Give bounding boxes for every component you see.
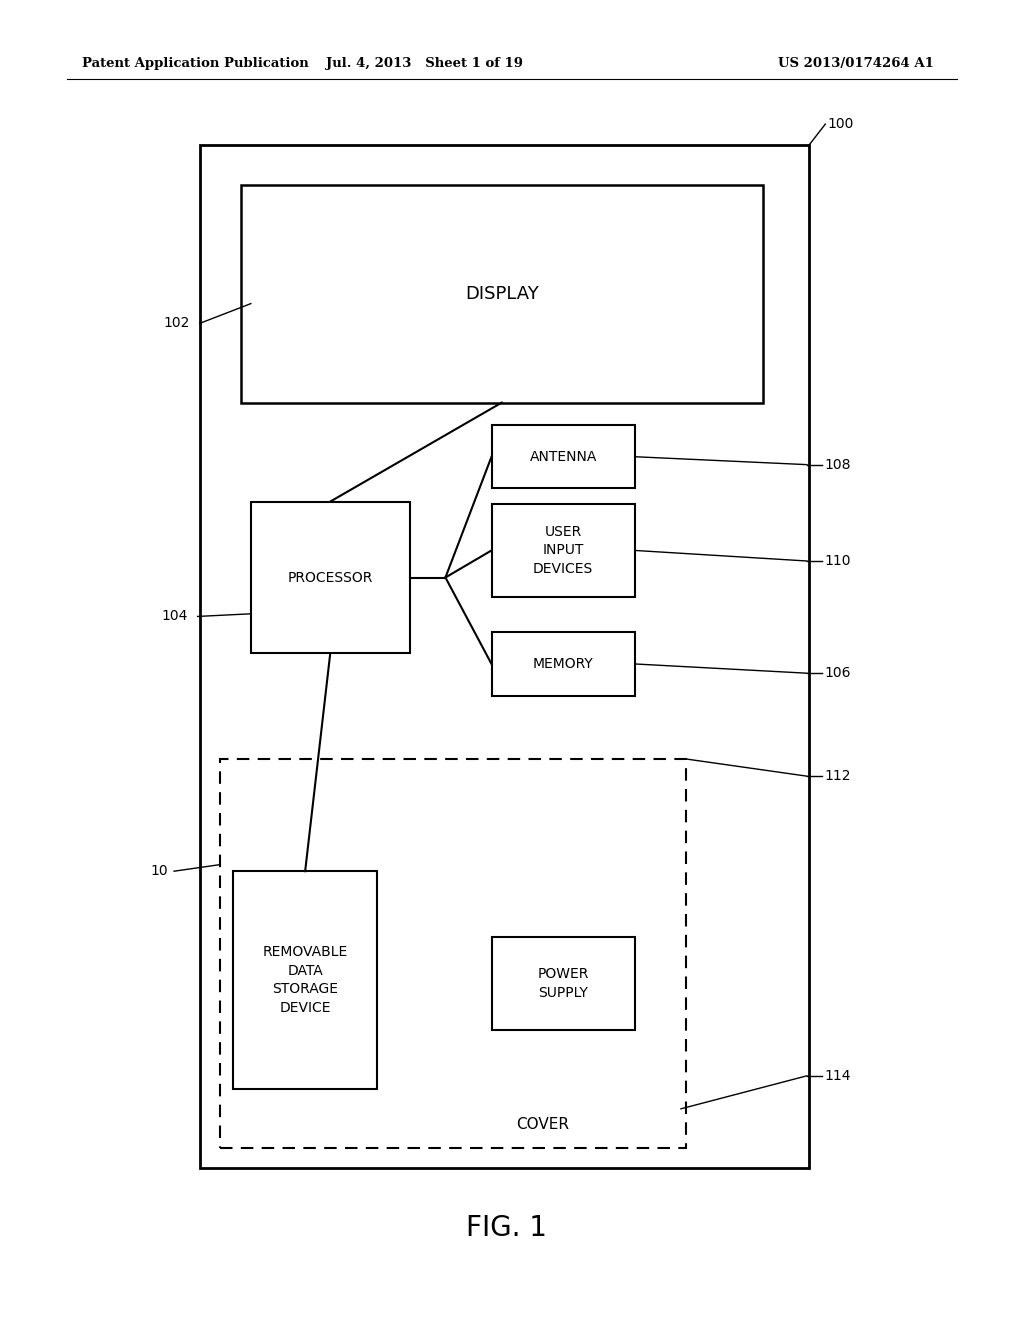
Text: FIG. 1: FIG. 1 (466, 1213, 548, 1242)
Text: 104: 104 (162, 610, 188, 623)
Text: USER
INPUT
DEVICES: USER INPUT DEVICES (534, 525, 593, 576)
Bar (492, 937, 635, 1030)
Text: POWER
SUPPLY: POWER SUPPLY (538, 968, 589, 999)
Text: DISPLAY: DISPLAY (465, 285, 539, 302)
Bar (492, 632, 635, 696)
Text: ANTENNA: ANTENNA (529, 450, 597, 463)
Text: US 2013/0174264 A1: US 2013/0174264 A1 (778, 57, 934, 70)
Text: COVER: COVER (516, 1117, 569, 1133)
Text: Patent Application Publication: Patent Application Publication (82, 57, 308, 70)
Text: 100: 100 (827, 117, 854, 131)
Text: PROCESSOR: PROCESSOR (288, 570, 373, 585)
Bar (200, 145, 809, 1168)
Text: MEMORY: MEMORY (532, 657, 594, 671)
Bar (220, 759, 686, 1148)
Bar (251, 502, 410, 653)
Text: 106: 106 (824, 667, 851, 680)
Text: 112: 112 (824, 770, 851, 783)
Text: 108: 108 (824, 458, 851, 471)
Bar (241, 185, 763, 403)
Bar (492, 425, 635, 488)
Text: 114: 114 (824, 1069, 851, 1082)
Bar (233, 871, 377, 1089)
Text: 110: 110 (824, 554, 851, 568)
Text: 10: 10 (151, 865, 168, 878)
Text: REMOVABLE
DATA
STORAGE
DEVICE: REMOVABLE DATA STORAGE DEVICE (262, 945, 348, 1015)
Text: Jul. 4, 2013   Sheet 1 of 19: Jul. 4, 2013 Sheet 1 of 19 (327, 57, 523, 70)
Bar (492, 504, 635, 597)
Text: 102: 102 (164, 317, 190, 330)
